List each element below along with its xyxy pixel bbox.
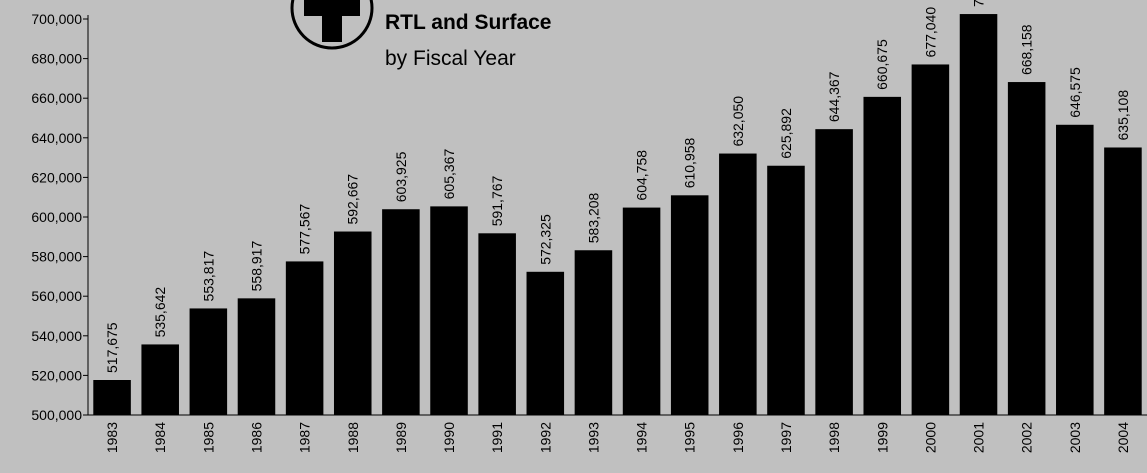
- value-label: 604,758: [634, 150, 650, 201]
- bar: [141, 344, 179, 415]
- value-label: 558,917: [248, 241, 264, 292]
- bar: [237, 298, 276, 415]
- x-tick-label: 1992: [537, 422, 553, 453]
- x-tick-label: 1999: [874, 422, 890, 453]
- value-label: 625,892: [778, 108, 794, 159]
- bar: [574, 250, 613, 415]
- x-tick-label: 1984: [152, 422, 168, 453]
- bar: [959, 14, 998, 416]
- y-tick-label: 640,000: [31, 130, 82, 146]
- value-label: 535,642: [152, 287, 168, 338]
- value-label: 517,675: [104, 322, 120, 373]
- x-tick-label: 1989: [393, 422, 409, 453]
- x-tick-label: 2002: [1019, 422, 1035, 453]
- x-tick-label: 1991: [489, 422, 505, 453]
- x-tick-label: 1983: [104, 422, 120, 453]
- value-label: 605,367: [441, 149, 457, 200]
- y-tick-label: 600,000: [31, 209, 82, 225]
- bar: [93, 380, 131, 415]
- x-tick-label: 2003: [1067, 422, 1083, 453]
- bar: [719, 153, 757, 415]
- y-tick-label: 580,000: [31, 249, 82, 265]
- logo-cross: [304, 0, 360, 16]
- bar: [382, 209, 420, 415]
- value-label: 553,817: [200, 251, 216, 302]
- bar: [333, 231, 372, 415]
- value-label: 592,667: [345, 174, 361, 225]
- x-tick-label: 1998: [826, 422, 842, 453]
- logo-circle: [290, 0, 374, 50]
- bar: [285, 261, 324, 415]
- x-tick-label: 1996: [730, 422, 746, 453]
- bar: [622, 207, 661, 415]
- x-tick-label: 1995: [682, 422, 698, 453]
- value-label: 603,925: [393, 151, 409, 202]
- y-tick-label: 540,000: [31, 328, 82, 344]
- value-label: 660,675: [874, 39, 890, 90]
- bar: [815, 129, 853, 416]
- value-label: 577,567: [297, 204, 313, 255]
- x-tick-label: 1993: [585, 422, 601, 453]
- value-label: 635,108: [1115, 90, 1131, 141]
- bar: [526, 271, 565, 415]
- bar: [478, 233, 516, 415]
- y-tick-label: 500,000: [31, 407, 82, 423]
- bar: [430, 206, 468, 415]
- bar: [911, 64, 950, 415]
- x-tick-label: 1987: [297, 422, 313, 453]
- x-tick-label: 2004: [1115, 422, 1131, 453]
- bar: [189, 308, 228, 415]
- value-label: 702,500: [971, 0, 987, 7]
- y-tick-label: 680,000: [31, 51, 82, 67]
- logo: [290, 0, 374, 50]
- bar: [670, 195, 709, 415]
- x-tick-label: 2001: [971, 422, 987, 453]
- y-tick-label: 560,000: [31, 288, 82, 304]
- bar: [1007, 82, 1046, 416]
- x-tick-label: 1997: [778, 422, 794, 453]
- value-label: 644,367: [826, 71, 842, 122]
- value-label: 632,050: [730, 96, 746, 147]
- x-tick-label: 1994: [634, 422, 650, 453]
- x-tick-label: 1986: [248, 422, 264, 453]
- y-tick-label: 660,000: [31, 90, 82, 106]
- x-tick-label: 1988: [345, 422, 361, 453]
- value-label: 591,767: [489, 175, 505, 226]
- y-tick-label: 620,000: [31, 169, 82, 185]
- value-label: 677,040: [922, 7, 938, 58]
- x-tick-label: 2000: [922, 422, 938, 453]
- value-label: 572,325: [537, 214, 553, 265]
- value-label: 646,575: [1067, 67, 1083, 118]
- y-tick-label: 520,000: [31, 367, 82, 383]
- x-tick-label: 1990: [441, 422, 457, 453]
- value-label: 668,158: [1019, 24, 1035, 75]
- y-tick-label: 700,000: [31, 11, 82, 27]
- value-label: 610,958: [682, 137, 698, 188]
- bar: [767, 165, 805, 415]
- bar: [863, 96, 902, 416]
- bar: [1056, 124, 1094, 416]
- chart-subtitle: by Fiscal Year: [385, 47, 516, 70]
- value-label: 583,208: [585, 192, 601, 243]
- x-tick-label: 1985: [200, 422, 216, 453]
- chart-title: RTL and Surface: [385, 11, 551, 34]
- bar: [1104, 147, 1142, 416]
